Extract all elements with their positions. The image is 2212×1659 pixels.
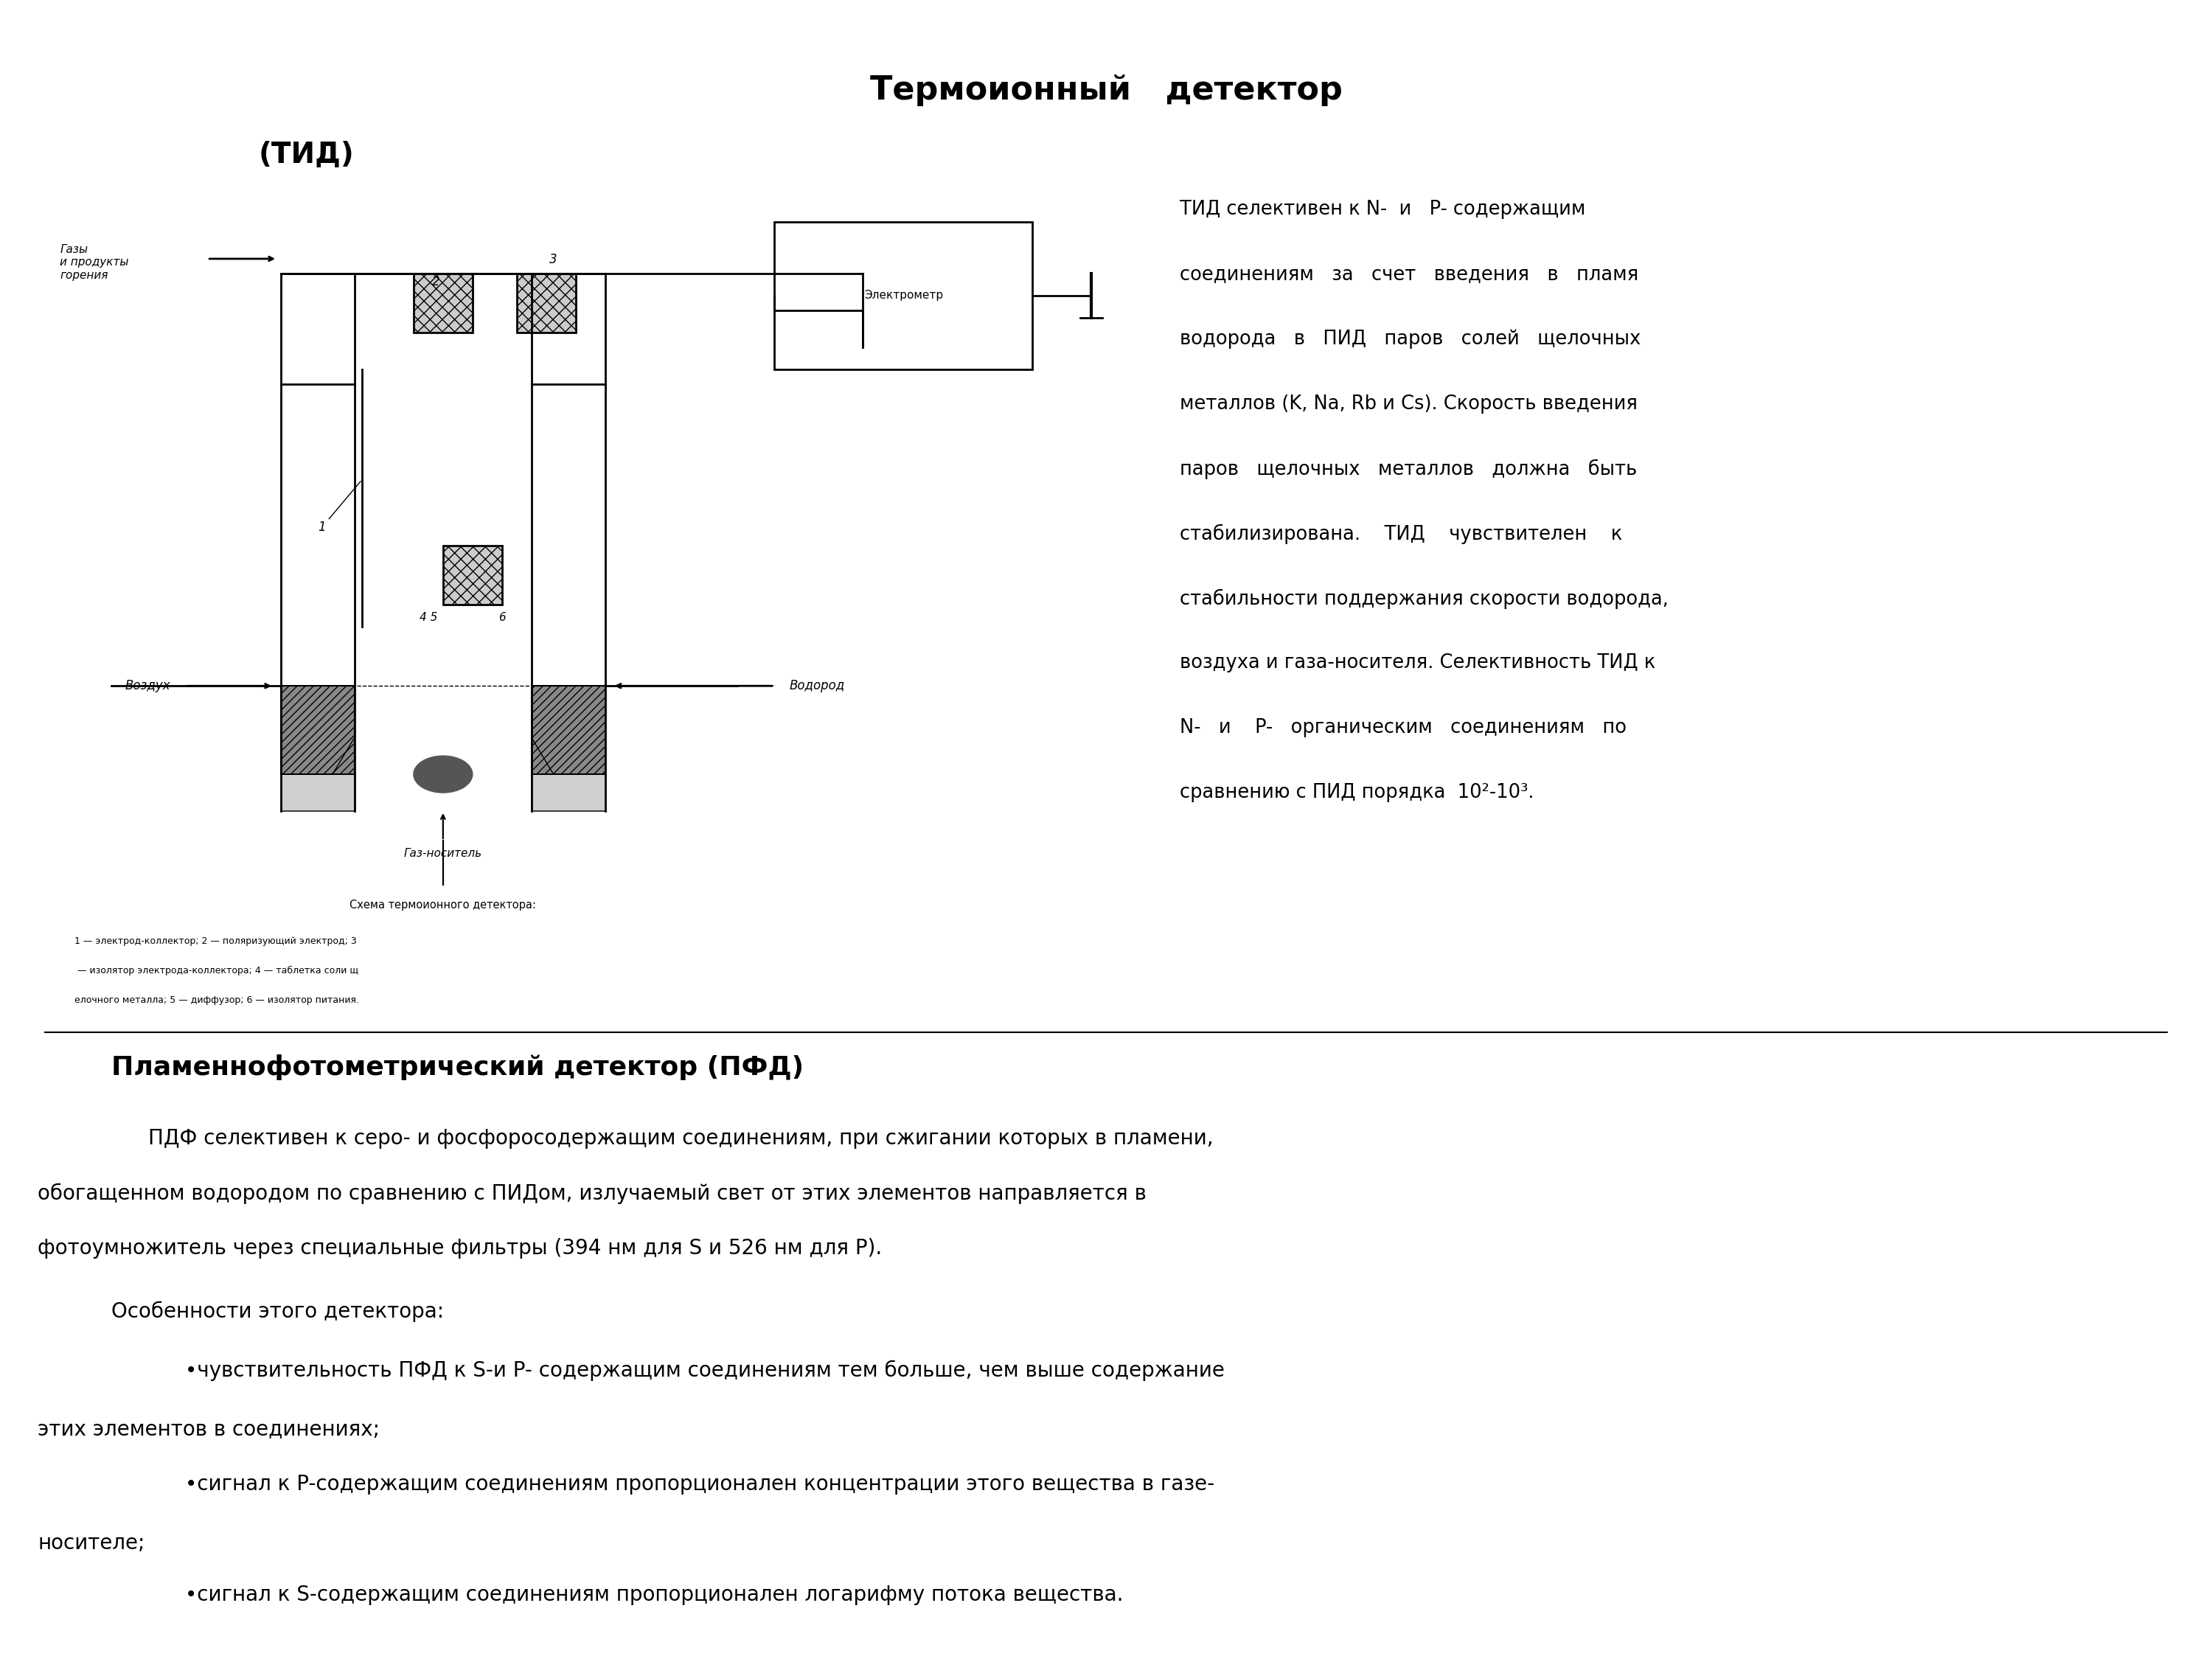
Text: (ТИД): (ТИД) (259, 141, 354, 169)
Text: елочного металла; 5 — диффузор; 6 — изолятор питания.: елочного металла; 5 — диффузор; 6 — изол… (75, 995, 358, 1005)
Text: •чувствительность ПФД к S-и P- содержащим соединениям тем больше, чем выше содер: •чувствительность ПФД к S-и P- содержащи… (186, 1360, 1225, 1380)
Text: Пламеннофотометрический детектор (ПФД): Пламеннофотометрический детектор (ПФД) (111, 1053, 803, 1080)
Text: Особенности этого детектора:: Особенности этого детектора: (111, 1301, 445, 1322)
Text: Газ-носитель: Газ-носитель (405, 848, 482, 859)
Bar (531, 685, 606, 775)
Bar (414, 274, 473, 332)
Text: 2: 2 (431, 275, 440, 289)
Text: водорода   в   ПИД   паров   солей   щелочных: водорода в ПИД паров солей щелочных (1179, 330, 1641, 348)
Text: — изолятор электрода-коллектора; 4 — таблетка соли щ: — изолятор электрода-коллектора; 4 — таб… (75, 966, 358, 975)
Text: 4 5: 4 5 (420, 612, 438, 624)
Text: воздуха и газа-носителя. Селективность ТИД к: воздуха и газа-носителя. Селективность Т… (1179, 654, 1655, 672)
Text: 1 — электрод-коллектор; 2 — поляризующий электрод; 3: 1 — электрод-коллектор; 2 — поляризующий… (75, 936, 356, 946)
Bar (774, 222, 1033, 370)
Text: металлов (K, Na, Rb и Cs). Скорость введения: металлов (K, Na, Rb и Cs). Скорость введ… (1179, 395, 1637, 413)
Text: Схема термоионного детектора:: Схема термоионного детектора: (349, 899, 535, 911)
Text: ТИД селективен к N-  и   P- содержащим: ТИД селективен к N- и P- содержащим (1179, 199, 1586, 219)
Text: •сигнал к P-содержащим соединениям пропорционален концентрации этого вещества в : •сигнал к P-содержащим соединениям пропо… (186, 1473, 1214, 1495)
Bar (442, 546, 502, 606)
Text: Электрометр: Электрометр (865, 290, 942, 302)
Text: стабилизирована.    ТИД    чувствителен    к: стабилизирована. ТИД чувствителен к (1179, 524, 1621, 544)
Ellipse shape (414, 757, 473, 793)
Text: паров   щелочных   металлов   должна   быть: паров щелочных металлов должна быть (1179, 460, 1637, 479)
Text: Термоионный   детектор: Термоионный детектор (869, 75, 1343, 106)
Polygon shape (531, 738, 606, 811)
Text: фотоумножитель через специальные фильтры (394 нм для S и 526 нм для P).: фотоумножитель через специальные фильтры… (38, 1238, 883, 1259)
Bar (281, 685, 354, 775)
Text: обогащенном водородом по сравнению с ПИДом, излучаемый свет от этих элементов на: обогащенном водородом по сравнению с ПИД… (38, 1183, 1146, 1204)
Text: N-   и    P-   органическим   соединениям   по: N- и P- органическим соединениям по (1179, 718, 1626, 738)
Text: Водород: Водород (790, 679, 845, 692)
Text: 6: 6 (498, 612, 507, 624)
Text: этих элементов в соединениях;: этих элементов в соединениях; (38, 1418, 380, 1440)
Text: •сигнал к S-содержащим соединениям пропорционален логарифму потока вещества.: •сигнал к S-содержащим соединениям пропо… (186, 1584, 1124, 1604)
Text: соединениям   за   счет   введения   в   пламя: соединениям за счет введения в пламя (1179, 265, 1639, 284)
Bar (518, 274, 575, 332)
Text: 1: 1 (319, 481, 361, 534)
Text: стабильности поддержания скорости водорода,: стабильности поддержания скорости водоро… (1179, 589, 1668, 609)
Text: сравнению с ПИД порядка  10²-10³.: сравнению с ПИД порядка 10²-10³. (1179, 783, 1533, 803)
Text: ПДФ селективен к серо- и фосфоросодержащим соединениям, при сжигании которых в п: ПДФ селективен к серо- и фосфоросодержащ… (148, 1128, 1214, 1148)
Polygon shape (281, 738, 354, 811)
Text: Газы
и продукты
горения: Газы и продукты горения (60, 244, 128, 280)
Text: 3: 3 (549, 252, 557, 265)
Text: носителе;: носителе; (38, 1533, 146, 1553)
Text: Воздух: Воздух (126, 679, 170, 692)
